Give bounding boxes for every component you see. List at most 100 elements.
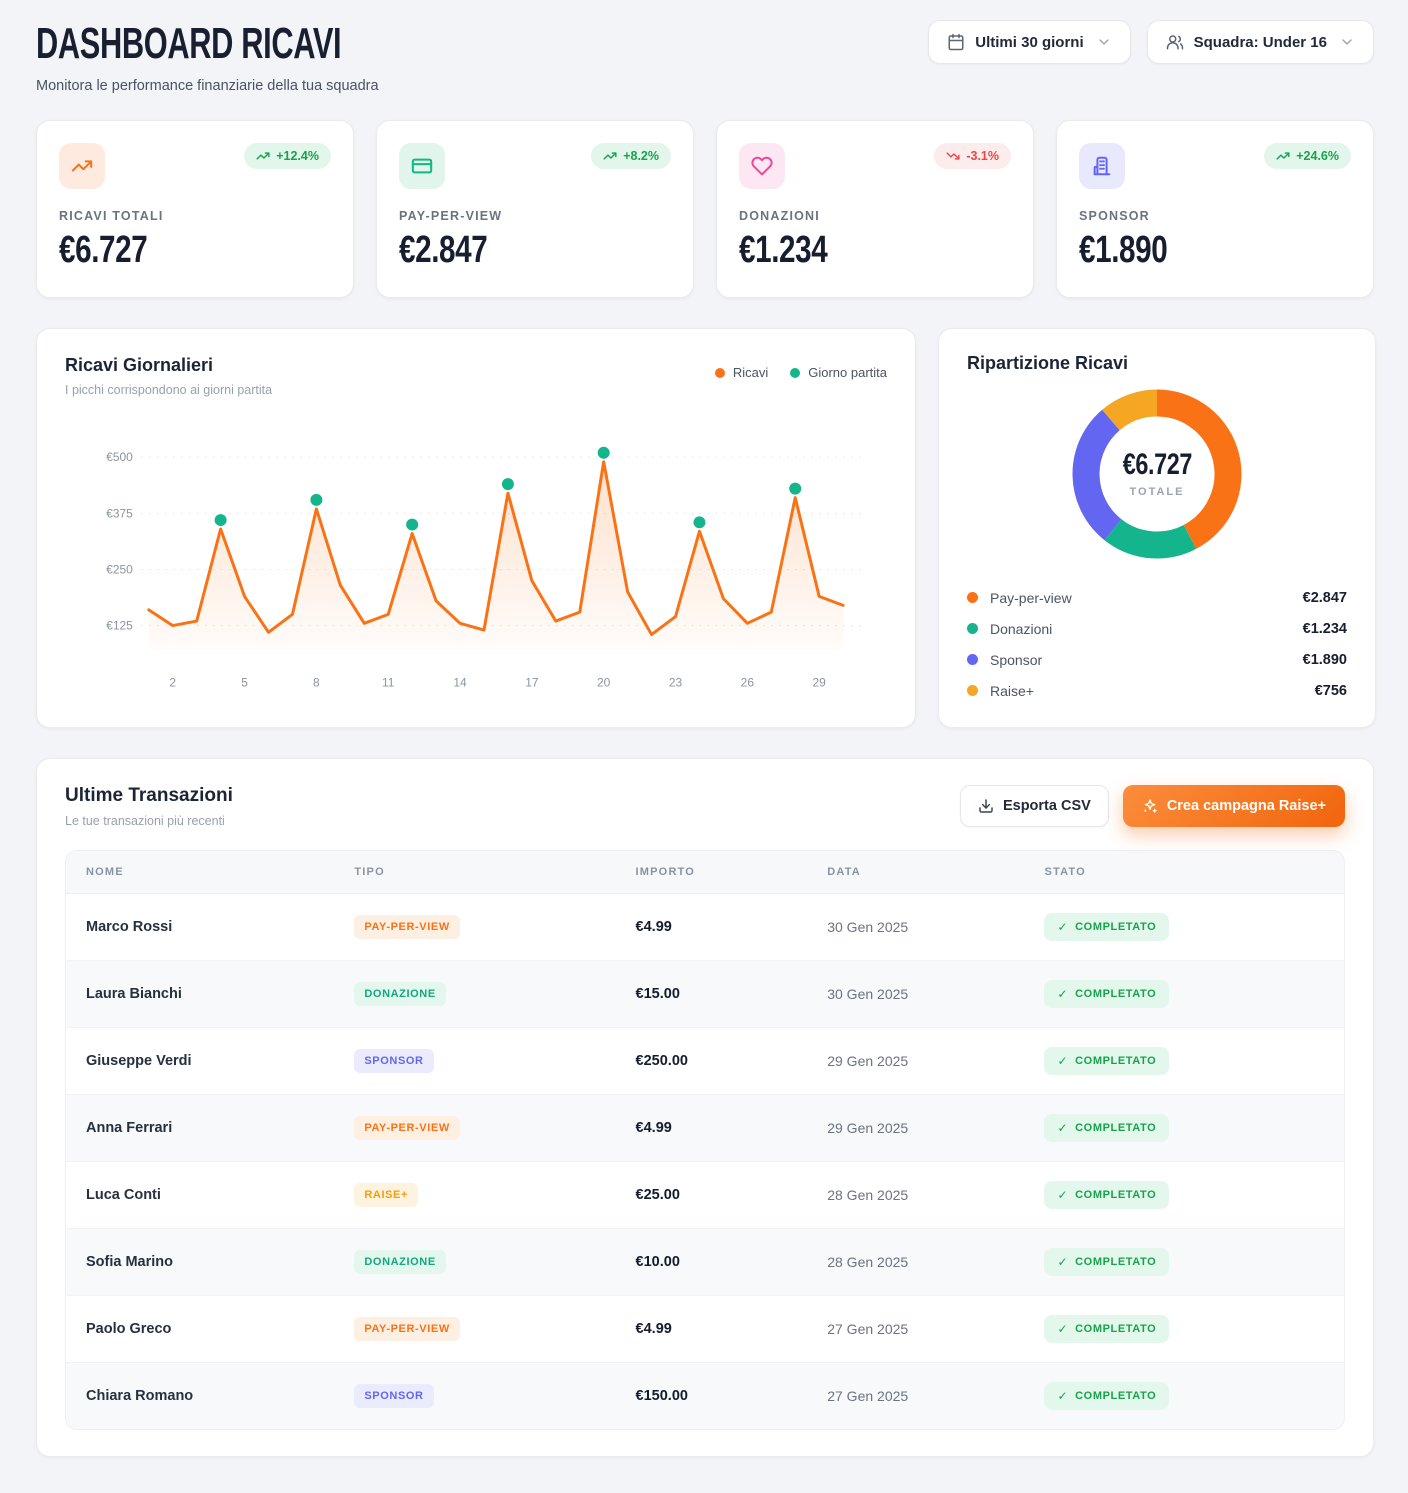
match-day-dot: [693, 516, 706, 529]
chart-legend: Ricavi Giorno partita: [714, 355, 887, 380]
y-axis-tick: €375: [106, 506, 133, 520]
heart-icon: [739, 143, 785, 189]
legend-item: Giorno partita: [790, 365, 887, 380]
team-select[interactable]: Squadra: Under 16: [1146, 20, 1374, 64]
donut-legend-label: Donazioni: [990, 620, 1053, 637]
stat-value: €2.847: [399, 229, 488, 271]
stat-card-top: +24.6%: [1079, 143, 1351, 189]
cell-type: DONAZIONE: [334, 960, 616, 1028]
legend-label: Ricavi: [732, 365, 769, 380]
building-icon: [1079, 143, 1125, 189]
match-day-dot: [789, 482, 802, 495]
chart-title: Ricavi Giornalieri: [65, 355, 214, 375]
transactions-actions: Esporta CSV Crea campagna Raise+: [959, 785, 1345, 827]
page-title-block: Dashboard Ricavi Monitora le performance…: [36, 18, 472, 95]
check-icon: ✓: [1057, 1121, 1069, 1135]
column-header-stato: Stato: [1024, 851, 1344, 894]
status-badge: ✓ COMPLETATO: [1044, 1114, 1170, 1142]
cell-type: DONAZIONE: [334, 1228, 616, 1296]
chevron-down-icon: [1098, 39, 1109, 45]
revenue-area: [148, 461, 844, 651]
calendar-icon: [948, 33, 964, 51]
create-raise-campaign-button[interactable]: Crea campagna Raise+: [1122, 785, 1345, 827]
cell-amount: €150.00: [615, 1362, 808, 1429]
check-icon: ✓: [1057, 1054, 1069, 1068]
donut-legend-label: Raise+: [990, 682, 1034, 699]
page-subtitle: Monitora le performance finanziarie dell…: [36, 78, 379, 94]
x-axis-tick: 2: [169, 676, 176, 690]
download-icon: [979, 799, 993, 813]
column-header-tipo: Tipo: [334, 851, 616, 894]
trend-value: +12.4%: [276, 149, 319, 163]
cell-name: Anna Ferrari: [66, 1094, 335, 1162]
donut-legend-value: €1.890: [1302, 651, 1347, 668]
legend-dot-icon: [967, 623, 978, 634]
trending-up-icon: [59, 143, 105, 189]
team-label: Squadra: Under 16: [1193, 33, 1327, 51]
date-range-select[interactable]: Ultimi 30 giorni: [928, 20, 1131, 64]
donut-legend-value: €1.234: [1302, 620, 1347, 637]
stat-card-ricavi-totali: +12.4% Ricavi Totali €6.727: [36, 120, 354, 298]
match-day-dot: [214, 514, 227, 527]
trending-up-icon: [1276, 152, 1290, 160]
cell-name: Marco Rossi: [86, 919, 173, 935]
cell-name: Chiara Romano: [66, 1362, 335, 1429]
create-raise-campaign-label: Crea campagna Raise+: [1166, 798, 1326, 814]
type-badge: SPONSOR: [354, 1384, 434, 1408]
donut-legend-value: €756: [1314, 682, 1347, 699]
check-icon: ✓: [1057, 1188, 1069, 1202]
cell-name: Giuseppe Verdi: [66, 1027, 335, 1095]
stat-card-top: -3.1%: [739, 143, 1011, 189]
status-label: COMPLETATO: [1075, 988, 1157, 1000]
cell-date: 27 Gen 2025: [807, 1295, 1025, 1363]
transactions-table: Nome Tipo Importo Data Stato Marco Rossi PAY-…: [66, 851, 1344, 1429]
stat-label: Sponsor: [1079, 209, 1150, 223]
cell-date: 28 Gen 2025: [807, 1228, 1025, 1296]
x-axis-tick: 8: [313, 676, 320, 690]
users-icon: [1166, 35, 1183, 50]
type-badge: DONAZIONE: [354, 982, 446, 1006]
table-row: Sofia Marino DONAZIONE €10.00 28 Gen 2025 ✓ C…: [66, 1228, 1344, 1296]
status-label: COMPLETATO: [1075, 1390, 1157, 1402]
y-axis-tick: €250: [106, 562, 133, 576]
page-title: Dashboard Ricavi: [36, 19, 342, 68]
cell-status: ✓ COMPLETATO: [1024, 960, 1344, 1028]
check-icon: ✓: [1057, 987, 1069, 1001]
cell-date: 28 Gen 2025: [807, 1161, 1025, 1229]
column-header-nome: Nome: [66, 851, 335, 894]
export-csv-button[interactable]: Esporta CSV: [959, 785, 1109, 827]
check-icon: ✓: [1057, 920, 1069, 934]
donut-segment-sponsor: [1072, 409, 1122, 541]
revenue-breakdown-card: Ripartizione Ricavi €6.727 TOTALE Pay-pe…: [938, 328, 1376, 728]
cell-name: Laura Bianchi: [66, 960, 335, 1028]
stat-label: Donazioni: [739, 209, 820, 223]
status-label: COMPLETATO: [1075, 1122, 1157, 1134]
cell-amount: €15.00: [615, 960, 808, 1028]
donut-center: €6.727 TOTALE: [1067, 384, 1247, 564]
x-axis-tick: 26: [741, 676, 755, 690]
cell-name: Luca Conti: [66, 1161, 335, 1229]
trend-value: +24.6%: [1296, 149, 1339, 163]
cell-date: 27 Gen 2025: [807, 1362, 1025, 1429]
legend-dot-icon: [967, 654, 978, 665]
cell-date: 29 Gen 2025: [807, 1027, 1025, 1095]
table-row: Chiara Romano SPONSOR €150.00 27 Gen 2025 ✓ C…: [66, 1362, 1344, 1429]
header-controls: Ultimi 30 giorni Squadra: Under 16: [928, 18, 1374, 64]
cell-type: PAY-PER-VIEW: [334, 894, 615, 961]
x-axis-tick: 17: [525, 676, 539, 690]
status-label: COMPLETATO: [1075, 1256, 1157, 1268]
transactions-card: Ultime Transazioni Le tue transazioni pi…: [36, 758, 1374, 1457]
donut-chart: €6.727 TOTALE: [1067, 384, 1247, 564]
cell-status: ✓ COMPLETATO: [1024, 1362, 1344, 1429]
stat-label: Ricavi Totali: [59, 209, 164, 223]
cell-type: SPONSOR: [334, 1027, 616, 1095]
column-header-data: Data: [807, 851, 1025, 894]
cell-status: ✓ COMPLETATO: [1024, 1228, 1344, 1296]
stat-card-sponsor: +24.6% Sponsor €1.890: [1056, 120, 1374, 298]
cell-type: PAY-PER-VIEW: [334, 1094, 616, 1162]
check-icon: ✓: [1057, 1322, 1069, 1336]
cell-name: Paolo Greco: [66, 1295, 335, 1363]
cell-status: ✓ COMPLETATO: [1024, 1295, 1344, 1363]
sparkles-icon: [1144, 799, 1157, 813]
donut-legend-item: Donazioni €1.234: [967, 613, 1347, 644]
